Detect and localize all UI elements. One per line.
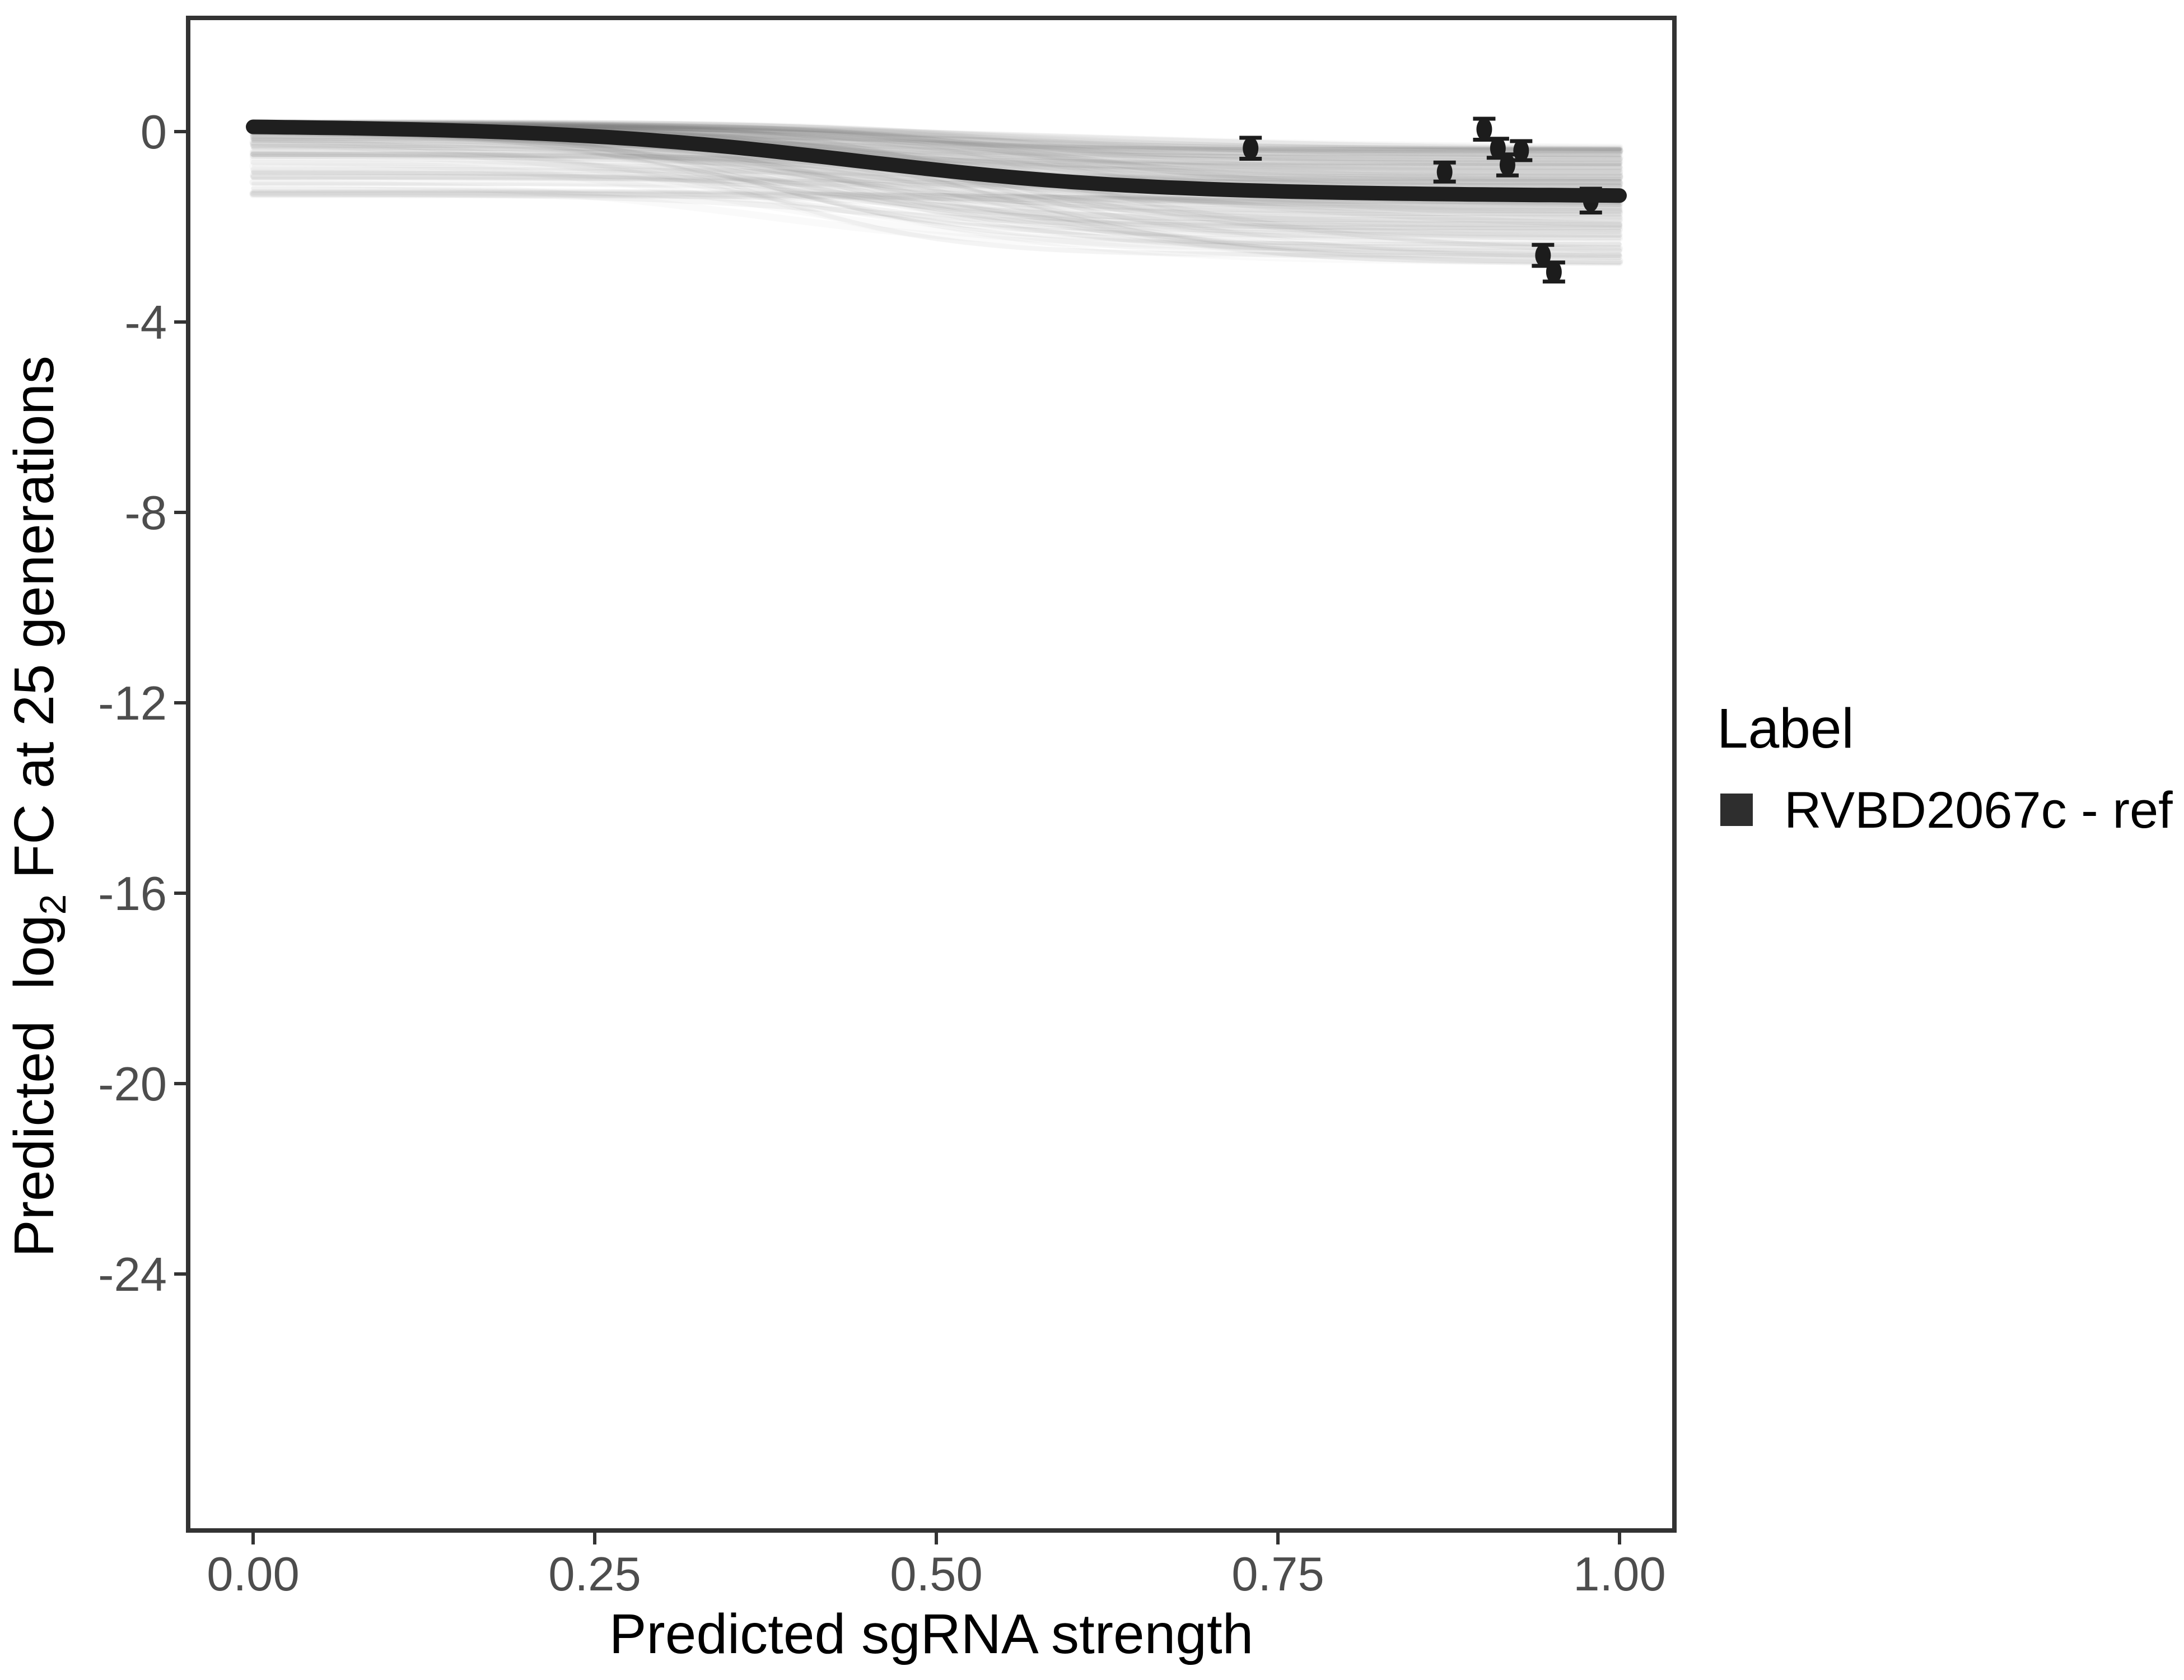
data-point: [1546, 260, 1562, 283]
posterior-sample-line: [250, 173, 1622, 189]
posterior-sample-line: [249, 147, 1623, 242]
y-tick-label: -12: [98, 677, 167, 730]
posterior-sample-line: [251, 122, 1622, 176]
x-tick-label: 0.00: [207, 1548, 299, 1601]
posterior-sample-line: [250, 144, 1622, 231]
data-point: [1243, 137, 1259, 160]
legend: Label RVBD2067c - ref: [1717, 697, 2173, 839]
legend-item-label: RVBD2067c - ref: [1784, 782, 2173, 839]
posterior-sample-line: [250, 136, 1622, 153]
posterior-sample-line: [251, 146, 1622, 233]
posterior-sample-line: [251, 182, 1621, 208]
data-point: [1513, 139, 1529, 162]
posterior-sample-line: [249, 190, 1623, 208]
posterior-sample-line: [250, 151, 1623, 234]
posterior-sample-line: [251, 121, 1622, 152]
posterior-sample-line: [250, 136, 1622, 258]
posterior-sample-line: [250, 151, 1622, 166]
posterior-sample-line: [251, 146, 1622, 160]
posterior-sample-line: [251, 137, 1621, 180]
pointrange: [1542, 260, 1565, 284]
legend-title: Label: [1717, 697, 1854, 760]
posterior-sample-line: [249, 119, 1623, 157]
observed-pointranges: [1239, 116, 1602, 284]
posterior-sample-line: [249, 149, 1623, 223]
x-tick-label: 0.75: [1231, 1548, 1324, 1601]
y-axis-title-subscript: 2: [32, 894, 73, 915]
x-tick-label: 0.50: [890, 1548, 982, 1601]
legend-key-square: [1720, 794, 1753, 826]
x-tick-label: 0.25: [548, 1548, 641, 1601]
posterior-sample-line: [251, 125, 1622, 237]
posterior-sample-line: [249, 119, 1623, 162]
posterior-sample-line: [251, 171, 1621, 242]
posterior-sample-line: [251, 170, 1622, 251]
posterior-sample-line: [250, 190, 1623, 230]
posterior-sample-line: [249, 189, 1623, 265]
posterior-sample-line: [251, 185, 1622, 256]
posterior-sample-line: [250, 174, 1622, 214]
posterior-sample-line: [250, 160, 1622, 185]
posterior-sample-line: [251, 137, 1621, 185]
posterior-sample-line: [251, 139, 1622, 246]
posterior-sample-line: [250, 143, 1623, 221]
posterior-sample-line: [251, 181, 1622, 217]
data-point: [1476, 118, 1492, 141]
posterior-sample-line: [249, 119, 1623, 155]
y-tick-label: -16: [98, 867, 167, 921]
posterior-sample-line: [249, 179, 1623, 253]
pointrange: [1433, 160, 1456, 184]
x-axis-title: Predicted sgRNA strength: [609, 1603, 1254, 1665]
y-tick-label: -4: [124, 296, 167, 349]
posterior-sample-line: [250, 136, 1623, 176]
posterior-sample-line: [249, 119, 1623, 155]
y-tick-label: -20: [98, 1058, 167, 1111]
x-tick-label: 1.00: [1573, 1548, 1665, 1601]
posterior-sample-line: [250, 141, 1622, 265]
posterior-sample-line: [249, 152, 1623, 267]
data-point: [1436, 161, 1453, 184]
posterior-sample-line: [251, 153, 1621, 167]
y-axis: 0 -4 -8 -12 -16 -20 -24: [98, 106, 188, 1301]
data-point: [1499, 153, 1515, 176]
y-axis-title: Predicted log2 FC at 25 generations: [3, 356, 73, 1257]
pointrange: [1510, 139, 1533, 162]
y-axis-title-tail: FC at 25 generations: [3, 356, 66, 894]
posterior-sample-line: [250, 142, 1623, 157]
y-tick-label: -24: [98, 1248, 167, 1301]
posterior-sample-line: [251, 191, 1622, 204]
posterior-sample-line: [251, 170, 1622, 225]
y-tick-label: 0: [141, 106, 167, 159]
y-tick-label: -8: [124, 487, 167, 540]
posterior-sample-line: [250, 128, 1623, 238]
pointrange: [1239, 136, 1262, 161]
posterior-sample-line: [250, 120, 1622, 156]
reference-sigmoid-curve: [246, 119, 1627, 203]
x-axis: 0.00 0.25 0.50 0.75 1.00: [207, 1530, 1666, 1601]
posterior-sample-line: [250, 125, 1623, 229]
y-axis-title-main: Predicted log: [3, 914, 66, 1257]
posterior-sample-line: [249, 120, 1623, 176]
panel-border: [186, 16, 1677, 1533]
posterior-sample-line: [250, 120, 1622, 167]
posterior-sample-line: [250, 150, 1622, 169]
